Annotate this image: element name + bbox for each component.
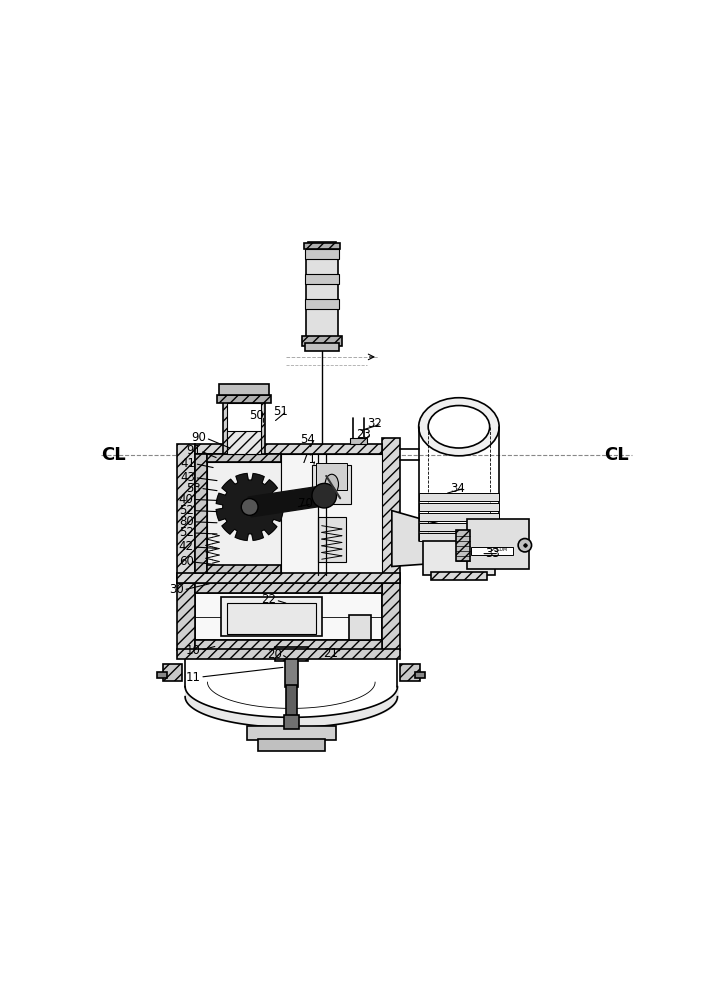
Text: 52: 52 [179, 526, 194, 539]
Text: 71: 71 [301, 453, 316, 466]
Bar [419, 503, 499, 511]
Text: 50: 50 [249, 409, 264, 422]
Bar [308, 242, 336, 259]
Text: 54: 54 [301, 433, 316, 446]
Bar [419, 533, 499, 541]
Bar [157, 672, 167, 678]
Text: 91: 91 [186, 444, 201, 457]
Bar [195, 583, 382, 593]
Polygon shape [248, 486, 326, 517]
Bar [275, 647, 308, 661]
Bar [456, 530, 470, 561]
Text: 30: 30 [169, 583, 184, 596]
Text: 40: 40 [179, 493, 194, 506]
Ellipse shape [518, 539, 531, 552]
Bar [400, 664, 420, 681]
Bar [419, 523, 499, 531]
Bar [163, 664, 182, 681]
Bar [195, 444, 382, 454]
Bar [316, 463, 348, 490]
Bar [219, 384, 269, 395]
Bar [286, 685, 297, 717]
Bar [423, 541, 495, 575]
Text: 60: 60 [179, 555, 194, 568]
Text: 43: 43 [180, 471, 195, 484]
Text: 70: 70 [298, 497, 313, 510]
Bar [318, 517, 346, 562]
Bar [304, 243, 340, 249]
Bar [177, 649, 400, 659]
Bar [382, 583, 400, 650]
Polygon shape [216, 474, 283, 540]
Bar [305, 274, 339, 284]
Bar [467, 519, 528, 569]
Bar [195, 454, 207, 573]
Text: VOLUM: VOLUM [491, 547, 508, 552]
Text: CL: CL [604, 446, 629, 464]
Bar [207, 462, 281, 565]
Bar [195, 454, 382, 573]
Bar [195, 593, 382, 640]
Text: 20: 20 [267, 648, 282, 661]
Text: 80: 80 [179, 515, 194, 528]
Bar [431, 572, 487, 580]
Bar [227, 431, 261, 454]
Ellipse shape [419, 398, 499, 456]
Text: 51: 51 [273, 405, 288, 418]
Bar [350, 438, 367, 444]
Bar [207, 454, 281, 462]
Bar [177, 583, 195, 650]
Bar [382, 438, 400, 583]
Text: 10: 10 [186, 644, 201, 657]
Bar [349, 615, 371, 640]
Bar [247, 726, 336, 740]
Bar [221, 597, 322, 636]
Bar [306, 259, 337, 340]
Bar [281, 454, 382, 573]
Bar [258, 739, 324, 751]
Text: 22: 22 [262, 593, 276, 606]
Bar [223, 390, 265, 454]
Ellipse shape [325, 474, 338, 494]
Bar [284, 715, 298, 729]
Text: 41: 41 [180, 457, 195, 470]
Bar [305, 343, 339, 351]
Ellipse shape [312, 483, 337, 508]
Text: 34: 34 [451, 482, 465, 495]
Text: 23: 23 [356, 428, 371, 441]
Bar [415, 672, 425, 678]
Text: 42: 42 [179, 540, 194, 553]
Text: 21: 21 [323, 647, 338, 660]
Bar [195, 640, 382, 650]
Bar [472, 547, 513, 555]
Text: 33: 33 [485, 547, 500, 560]
Bar [227, 603, 317, 634]
Bar [285, 650, 298, 687]
Ellipse shape [428, 406, 490, 448]
Bar [312, 465, 351, 504]
Bar [303, 336, 342, 346]
Bar [227, 403, 261, 454]
Bar [217, 395, 271, 403]
Bar [305, 299, 339, 309]
Bar [177, 573, 400, 583]
Ellipse shape [242, 499, 258, 515]
Text: 90: 90 [192, 431, 206, 444]
Bar [305, 249, 339, 259]
Text: 52: 52 [179, 504, 194, 517]
Bar [177, 444, 195, 583]
Bar [419, 493, 499, 501]
Text: 11: 11 [186, 671, 201, 684]
Polygon shape [392, 511, 470, 566]
Bar [419, 513, 499, 521]
Text: 53: 53 [186, 482, 201, 495]
Bar [207, 565, 281, 573]
Text: CL: CL [101, 446, 126, 464]
Text: 32: 32 [368, 417, 383, 430]
